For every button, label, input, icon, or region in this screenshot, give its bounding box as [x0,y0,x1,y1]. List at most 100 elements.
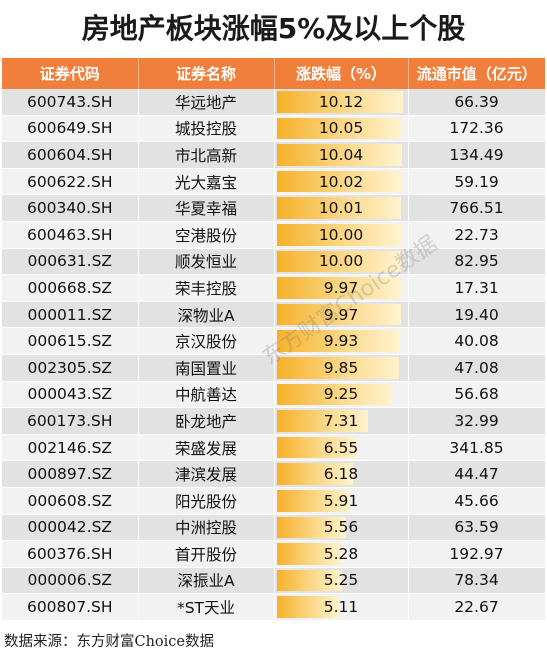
header-change[interactable]: 涨跌幅（%） [274,58,409,89]
cell-name: *ST天业 [138,593,275,621]
table-row: 000608.SZ 阳光股份 5.91 45.66 [2,487,546,515]
cell-change: 10.00 [274,248,409,276]
change-value: 10.04 [318,145,364,164]
cell-cap: 66.39 [408,89,546,116]
table-row: 000043.SZ 中航善达 9.25 56.68 [2,381,546,409]
change-bar [276,463,354,485]
table-row: 000006.SZ 深振业A 5.25 78.34 [2,567,546,595]
header-cap[interactable]: 流通市值（亿元） [408,58,545,89]
table-row: 002305.SZ 南国置业 9.85 47.08 [2,354,546,382]
cell-cap: 32.99 [408,407,546,435]
cell-code: 000631.SZ [2,248,139,276]
cell-code: 600376.SH [2,540,139,568]
page-title: 房地产板块涨幅5%及以上个股 [81,12,466,45]
cell-name: 华远地产 [138,89,275,116]
change-value: 9.97 [323,278,359,297]
cell-code: 000897.SZ [2,460,139,488]
table-row: 600340.SH 华夏幸福 10.01 766.51 [2,194,546,222]
cell-code: 600622.SH [2,168,139,196]
change-value: 5.11 [323,598,359,617]
change-value: 10.01 [318,199,364,218]
table-row: 600463.SH 空港股份 10.00 22.73 [2,221,546,249]
change-bar [276,356,400,379]
change-value: 9.85 [323,358,359,377]
change-bar [276,303,401,326]
table-row: 600173.SH 卧龙地产 7.31 32.99 [2,407,546,435]
cell-change: 9.25 [274,381,409,409]
cell-cap: 172.36 [408,115,546,143]
change-bar [276,436,359,459]
change-value: 5.56 [323,518,359,537]
cell-code: 600649.SH [2,115,139,143]
stock-table: 证券代码 证券名称 涨跌幅（%） 流通市值（亿元） 600743.SH 华远地产 1… [2,58,546,621]
cell-change: 10.12 [274,89,409,116]
cell-name: 光大嘉宝 [138,168,275,196]
change-bar [276,516,346,539]
table-row: 600807.SH *ST天业 5.11 22.67 [2,593,546,621]
cell-name: 空港股份 [138,221,275,249]
cell-change: 6.18 [274,460,409,488]
cell-cap: 44.47 [408,460,546,488]
cell-name: 顺发恒业 [138,248,275,276]
cell-cap: 40.08 [408,327,546,355]
cell-change: 9.93 [274,327,409,355]
table-body: 600743.SH 华远地产 10.12 66.39 600649.SH 城投控股 10.0… [2,89,546,621]
cell-cap: 22.67 [408,593,546,621]
cell-cap: 45.66 [408,487,546,515]
change-value: 5.91 [323,491,359,510]
table-row: 600649.SH 城投控股 10.05 172.36 [2,115,546,143]
header-name[interactable]: 证券名称 [138,58,275,89]
change-value: 6.55 [323,438,359,457]
cell-cap: 19.40 [408,301,546,329]
cell-change: 5.28 [274,540,409,568]
cell-code: 002146.SZ [2,434,139,462]
change-value: 6.18 [323,465,359,484]
table-row: 000668.SZ 荣丰控股 9.97 17.31 [2,274,546,302]
cell-change: 6.55 [274,434,409,462]
cell-name: 首开股份 [138,540,275,568]
change-bar [276,117,402,140]
cell-code: 000668.SZ [2,274,139,302]
change-bar [276,91,403,113]
header-code[interactable]: 证券代码 [2,58,139,89]
cell-name: 深物业A [138,301,275,329]
cell-name: 深振业A [138,567,275,595]
cell-change: 9.85 [274,354,409,382]
change-value: 10.12 [318,92,364,111]
change-bar [276,330,401,352]
change-value: 5.25 [323,571,359,590]
cell-code: 000608.SZ [2,487,139,515]
cell-name: 城投控股 [138,115,275,143]
change-value: 10.00 [318,252,364,271]
change-bar [276,383,392,406]
change-bar [276,223,401,246]
change-value: 10.02 [318,172,364,191]
cell-cap: 341.85 [408,434,546,462]
cell-cap: 56.68 [408,381,546,409]
table-row: 600622.SH 光大嘉宝 10.02 59.19 [2,168,546,196]
change-bar [276,197,402,219]
cell-cap: 134.49 [408,141,546,169]
cell-code: 002305.SZ [2,354,139,382]
table-row: 000042.SZ 中洲控股 5.56 63.59 [2,514,546,542]
cell-name: 阳光股份 [138,487,275,515]
table-row: 000615.SZ 京汉股份 9.93 40.08 [2,327,546,355]
change-bar [276,410,368,432]
table-row: 000011.SZ 深物业A 9.97 19.40 [2,301,546,329]
cell-change: 9.97 [274,301,409,329]
cell-change: 10.05 [274,115,409,143]
cell-code: 600463.SH [2,221,139,249]
cell-code: 600807.SH [2,593,139,621]
cell-name: 荣盛发展 [138,434,275,462]
change-bar [276,569,342,592]
cell-cap: 59.19 [408,168,546,196]
cell-change: 5.11 [274,593,409,621]
table-row: 600376.SH 首开股份 5.28 192.97 [2,540,546,568]
cell-code: 000006.SZ [2,567,139,595]
cell-change: 5.56 [274,514,409,542]
cell-change: 10.02 [274,168,409,196]
cell-cap: 78.34 [408,567,546,595]
cell-code: 000615.SZ [2,327,139,355]
cell-change: 5.25 [274,567,409,595]
change-bar [276,596,341,618]
